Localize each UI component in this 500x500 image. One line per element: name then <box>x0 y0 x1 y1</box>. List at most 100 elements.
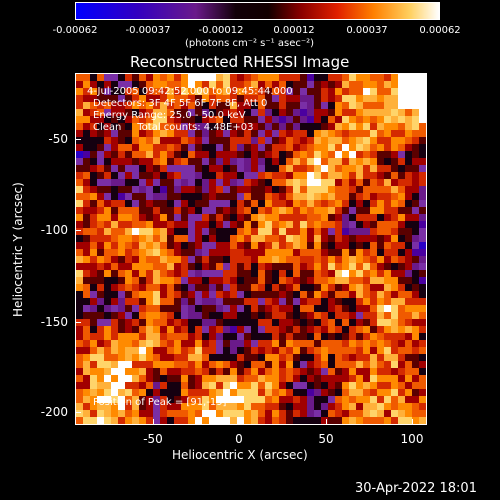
heatmap-pixel <box>300 130 307 137</box>
heatmap-pixel <box>216 200 223 207</box>
heatmap-pixel <box>111 221 118 228</box>
heatmap-pixel <box>132 207 139 214</box>
heatmap-pixel <box>132 298 139 305</box>
heatmap-pixel <box>104 291 111 298</box>
heatmap-pixel <box>314 137 321 144</box>
heatmap-pixel <box>398 179 405 186</box>
heatmap-pixel <box>160 130 167 137</box>
heatmap-pixel <box>279 74 286 81</box>
heatmap-pixel <box>188 102 195 109</box>
heatmap-pixel <box>76 291 83 298</box>
heatmap-pixel <box>258 242 265 249</box>
heatmap-pixel <box>370 354 377 361</box>
heatmap-pixel <box>230 291 237 298</box>
heatmap-pixel <box>300 354 307 361</box>
heatmap-pixel <box>76 284 83 291</box>
heatmap-pixel <box>174 270 181 277</box>
heatmap-pixel <box>132 305 139 312</box>
x-tick-mark <box>326 419 327 425</box>
heatmap-pixel <box>279 263 286 270</box>
heatmap-pixel <box>377 249 384 256</box>
heatmap-pixel <box>209 354 216 361</box>
heatmap-pixel <box>314 403 321 410</box>
heatmap-pixel <box>132 165 139 172</box>
heatmap-pixel <box>188 361 195 368</box>
heatmap-pixel <box>125 326 132 333</box>
heatmap-pixel <box>153 151 160 158</box>
overlay-time-range: 4-Jul-2005 09:42:52.000 to 09:45:44.000 <box>87 86 293 97</box>
heatmap-pixel <box>181 340 188 347</box>
heatmap-pixel <box>160 417 167 424</box>
heatmap-pixel <box>160 102 167 109</box>
heatmap-pixel <box>258 158 265 165</box>
heatmap-pixel <box>146 368 153 375</box>
heatmap-pixel <box>160 403 167 410</box>
heatmap-pixel <box>153 382 160 389</box>
heatmap-pixel <box>356 305 363 312</box>
heatmap-pixel <box>237 158 244 165</box>
heatmap-pixel <box>97 249 104 256</box>
heatmap-pixel <box>167 172 174 179</box>
heatmap-pixel <box>279 270 286 277</box>
heatmap-pixel <box>419 137 426 144</box>
heatmap-pixel <box>265 88 272 95</box>
heatmap-pixel <box>111 144 118 151</box>
heatmap-pixel <box>216 375 223 382</box>
heatmap-pixel <box>202 312 209 319</box>
heatmap-pixel <box>216 403 223 410</box>
heatmap-pixel <box>181 214 188 221</box>
heatmap-pixel <box>174 172 181 179</box>
heatmap-pixel <box>307 368 314 375</box>
heatmap-pixel <box>265 249 272 256</box>
heatmap-pixel <box>104 228 111 235</box>
heatmap-pixel <box>188 389 195 396</box>
heatmap-pixel <box>419 319 426 326</box>
heatmap-pixel <box>405 270 412 277</box>
heatmap-pixel <box>223 214 230 221</box>
heatmap-pixel <box>132 354 139 361</box>
heatmap-pixel <box>223 389 230 396</box>
heatmap-pixel <box>272 319 279 326</box>
heatmap-pixel <box>97 403 104 410</box>
heatmap-pixel <box>286 396 293 403</box>
heatmap-pixel <box>251 123 258 130</box>
heatmap-pixel <box>384 172 391 179</box>
heatmap-pixel <box>97 326 104 333</box>
heatmap-pixel <box>125 354 132 361</box>
heatmap-pixel <box>125 396 132 403</box>
heatmap-pixel <box>251 417 258 424</box>
heatmap-pixel <box>90 221 97 228</box>
heatmap-pixel <box>321 340 328 347</box>
heatmap-pixel <box>223 403 230 410</box>
heatmap-pixel <box>188 354 195 361</box>
heatmap-pixel <box>167 116 174 123</box>
heatmap-pixel <box>230 116 237 123</box>
heatmap-pixel <box>223 207 230 214</box>
heatmap-pixel <box>279 347 286 354</box>
heatmap-pixel <box>321 389 328 396</box>
heatmap-pixel <box>370 249 377 256</box>
heatmap-pixel <box>321 375 328 382</box>
heatmap-pixel <box>125 214 132 221</box>
heatmap-pixel <box>377 158 384 165</box>
heatmap-pixel <box>370 305 377 312</box>
heatmap-pixel <box>230 263 237 270</box>
heatmap-pixel <box>111 305 118 312</box>
heatmap-pixel <box>230 375 237 382</box>
heatmap-pixel <box>398 130 405 137</box>
heatmap-pixel <box>230 102 237 109</box>
heatmap-pixel <box>237 130 244 137</box>
heatmap-pixel <box>181 277 188 284</box>
heatmap-pixel <box>209 102 216 109</box>
heatmap-pixel <box>146 109 153 116</box>
heatmap-pixel <box>244 88 251 95</box>
heatmap-pixel <box>244 361 251 368</box>
heatmap-pixel <box>125 312 132 319</box>
heatmap-pixel <box>321 417 328 424</box>
heatmap-pixel <box>83 74 90 81</box>
heatmap-pixel <box>181 242 188 249</box>
heatmap-pixel <box>118 81 125 88</box>
heatmap-pixel <box>237 200 244 207</box>
heatmap-pixel <box>314 193 321 200</box>
heatmap-pixel <box>181 88 188 95</box>
